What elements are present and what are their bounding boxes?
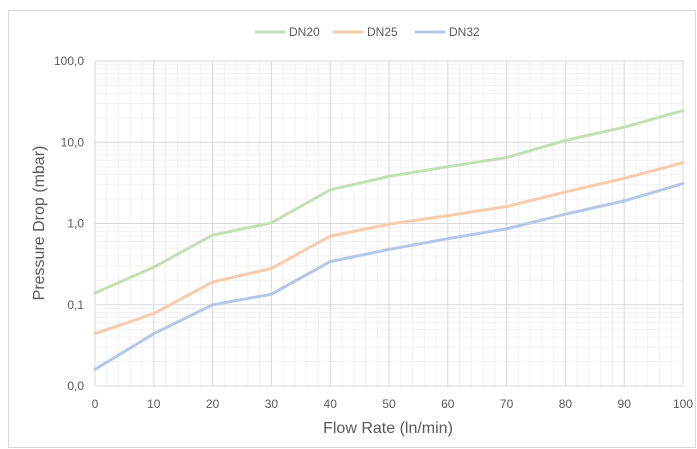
chart-frame bbox=[8, 10, 696, 448]
series-line-dn25 bbox=[93, 161, 685, 336]
legend-label-dn20: DN20 bbox=[289, 25, 320, 39]
x-axis-title: Flow Rate (ln/min) bbox=[323, 420, 453, 437]
x-tick-label: 100 bbox=[673, 397, 693, 411]
x-tick-label: 10 bbox=[147, 397, 161, 411]
series-layer bbox=[93, 109, 685, 371]
x-tick-label: 40 bbox=[324, 397, 338, 411]
x-tick-label: 70 bbox=[500, 397, 514, 411]
x-tick-labels: 0 10 20 30 40 50 60 70 80 90 100 bbox=[92, 397, 694, 411]
x-tick-label: 80 bbox=[559, 397, 573, 411]
x-tick-label: 90 bbox=[618, 397, 632, 411]
y-tick-label: 0,0 bbox=[67, 379, 84, 393]
x-tick-label: 60 bbox=[441, 397, 455, 411]
x-tick-label: 0 bbox=[92, 397, 99, 411]
x-tick-label: 30 bbox=[265, 397, 279, 411]
legend-label-dn25: DN25 bbox=[367, 25, 398, 39]
y-tick-label: 10,0 bbox=[61, 135, 85, 149]
y-axis-title: Pressure Drop (mbar) bbox=[31, 146, 48, 301]
series-line-dn32 bbox=[93, 182, 685, 371]
legend-label-dn32: DN32 bbox=[449, 25, 480, 39]
y-tick-labels: 0,0 0,1 1,0 10,0 100,0 bbox=[54, 54, 84, 393]
series-line-dn20 bbox=[93, 109, 685, 295]
x-tick-label: 20 bbox=[206, 397, 220, 411]
y-tick-label: 100,0 bbox=[54, 54, 84, 68]
y-tick-label: 0,1 bbox=[67, 298, 84, 312]
y-tick-label: 1,0 bbox=[67, 217, 84, 231]
x-tick-label: 50 bbox=[382, 397, 396, 411]
legend: DN20 DN25 DN32 bbox=[254, 25, 480, 39]
